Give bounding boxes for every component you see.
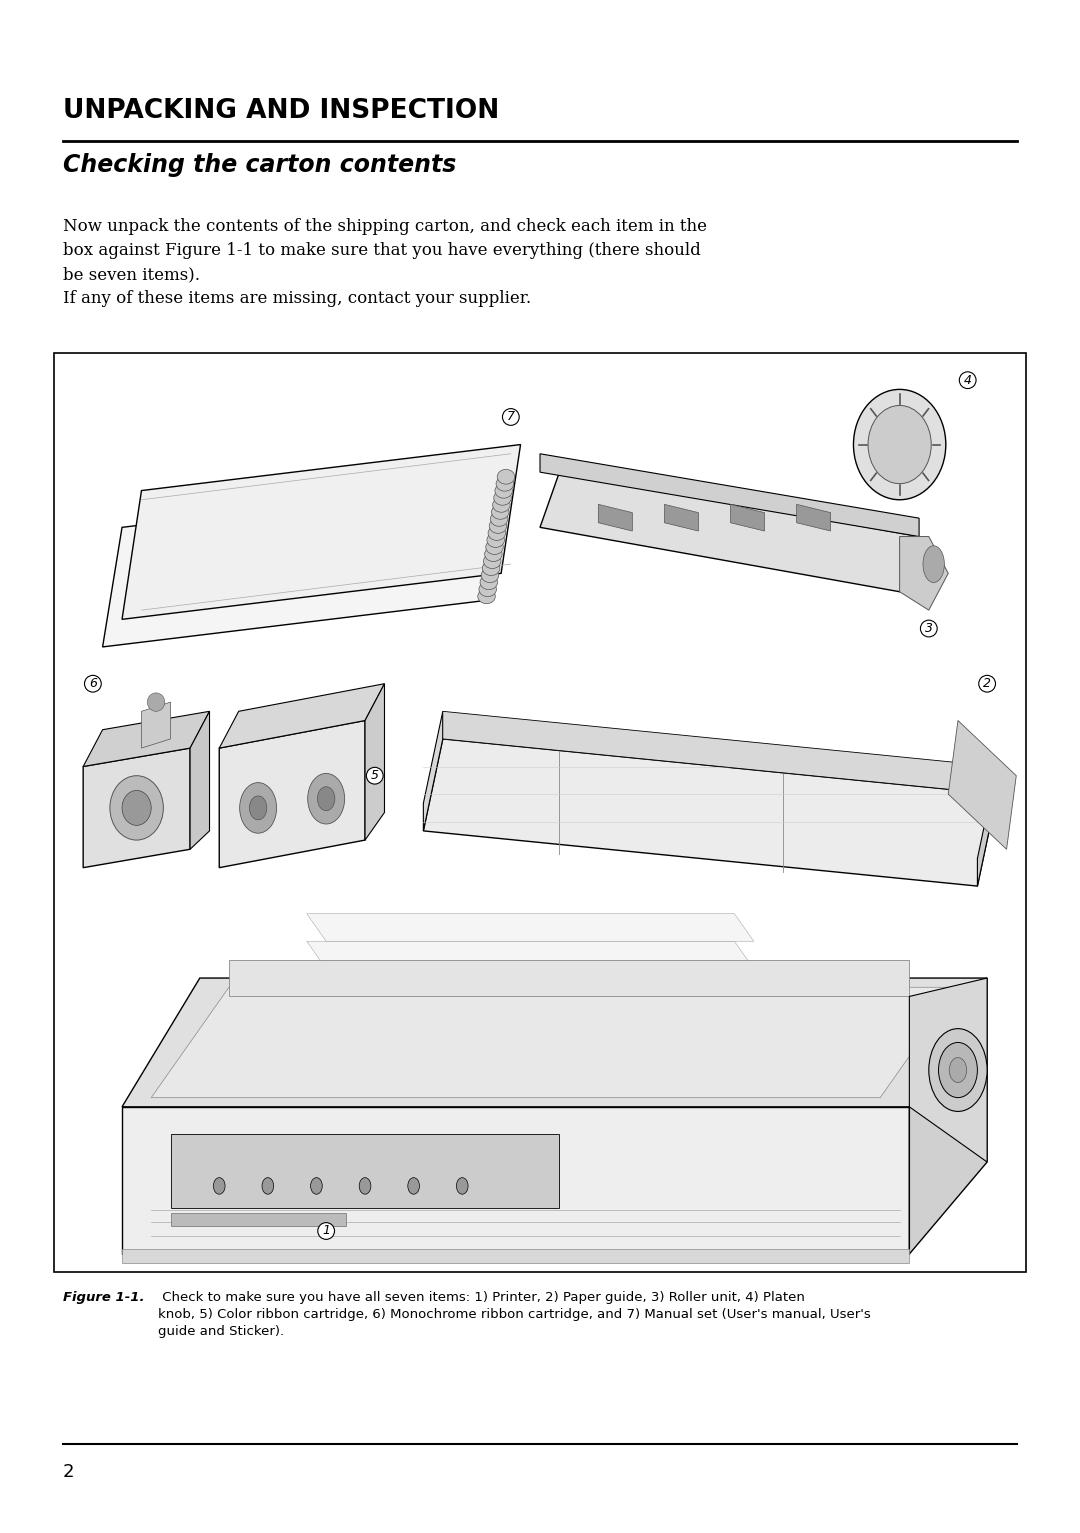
Ellipse shape [249,796,267,820]
Polygon shape [141,702,171,748]
Ellipse shape [490,512,508,526]
Ellipse shape [487,532,504,547]
Ellipse shape [311,1177,322,1194]
Polygon shape [83,748,190,868]
Text: 7: 7 [507,411,515,423]
Ellipse shape [491,504,509,520]
Polygon shape [307,914,754,941]
Ellipse shape [457,1177,468,1194]
Polygon shape [307,941,754,969]
Ellipse shape [489,518,507,533]
Polygon shape [900,537,948,610]
Ellipse shape [923,546,944,583]
Polygon shape [948,721,1016,849]
Ellipse shape [483,561,500,575]
Polygon shape [229,960,909,996]
Ellipse shape [496,477,514,491]
Text: Checking the carton contents: Checking the carton contents [63,153,456,178]
Polygon shape [909,978,987,1254]
Ellipse shape [308,774,345,825]
Text: 3: 3 [924,622,933,635]
Ellipse shape [485,547,502,561]
Ellipse shape [949,1058,967,1082]
Polygon shape [797,504,831,530]
Polygon shape [122,1249,909,1263]
Text: UNPACKING AND INSPECTION: UNPACKING AND INSPECTION [63,98,499,124]
Ellipse shape [110,776,163,840]
Polygon shape [365,684,384,840]
Text: 2: 2 [63,1462,75,1481]
Polygon shape [122,978,987,1107]
Text: 4: 4 [963,374,972,386]
Polygon shape [190,711,210,849]
Polygon shape [171,1213,346,1226]
Ellipse shape [214,1177,225,1194]
Polygon shape [423,739,997,886]
Ellipse shape [484,553,501,569]
Polygon shape [443,711,997,794]
Text: 5: 5 [370,770,379,782]
Polygon shape [598,504,633,530]
Text: Check to make sure you have all seven items: 1) Printer, 2) Paper guide, 3) Roll: Check to make sure you have all seven it… [158,1291,870,1338]
Ellipse shape [147,693,165,711]
Ellipse shape [481,575,498,590]
Polygon shape [540,472,919,592]
Ellipse shape [408,1177,419,1194]
Text: Now unpack the contents of the shipping carton, and check each item in the
box a: Now unpack the contents of the shipping … [63,218,706,307]
Ellipse shape [486,540,503,555]
Ellipse shape [482,567,499,583]
Ellipse shape [477,589,496,604]
Polygon shape [977,766,997,886]
Ellipse shape [122,791,151,825]
Ellipse shape [929,1029,987,1111]
Polygon shape [730,504,765,530]
Ellipse shape [495,483,512,498]
Ellipse shape [488,526,505,541]
Text: 2: 2 [983,678,991,690]
Polygon shape [219,684,384,748]
Text: 1: 1 [322,1225,330,1237]
Polygon shape [423,711,443,831]
Polygon shape [540,454,919,537]
Ellipse shape [478,583,497,596]
Polygon shape [83,711,210,766]
Polygon shape [122,445,521,619]
Ellipse shape [494,491,511,506]
Polygon shape [122,1107,909,1254]
Ellipse shape [853,389,946,500]
Text: Figure 1-1.: Figure 1-1. [63,1291,144,1303]
Ellipse shape [318,786,335,811]
Bar [54,353,1026,1272]
Ellipse shape [360,1177,370,1194]
Polygon shape [151,987,958,1098]
Polygon shape [909,978,987,1162]
Ellipse shape [492,498,510,512]
Polygon shape [103,481,501,647]
Polygon shape [171,1134,559,1208]
Ellipse shape [868,405,931,484]
Ellipse shape [262,1177,273,1194]
Text: 6: 6 [89,678,97,690]
Ellipse shape [939,1042,977,1098]
Polygon shape [664,504,699,530]
Ellipse shape [240,783,276,834]
Ellipse shape [497,469,515,484]
Polygon shape [219,721,365,868]
